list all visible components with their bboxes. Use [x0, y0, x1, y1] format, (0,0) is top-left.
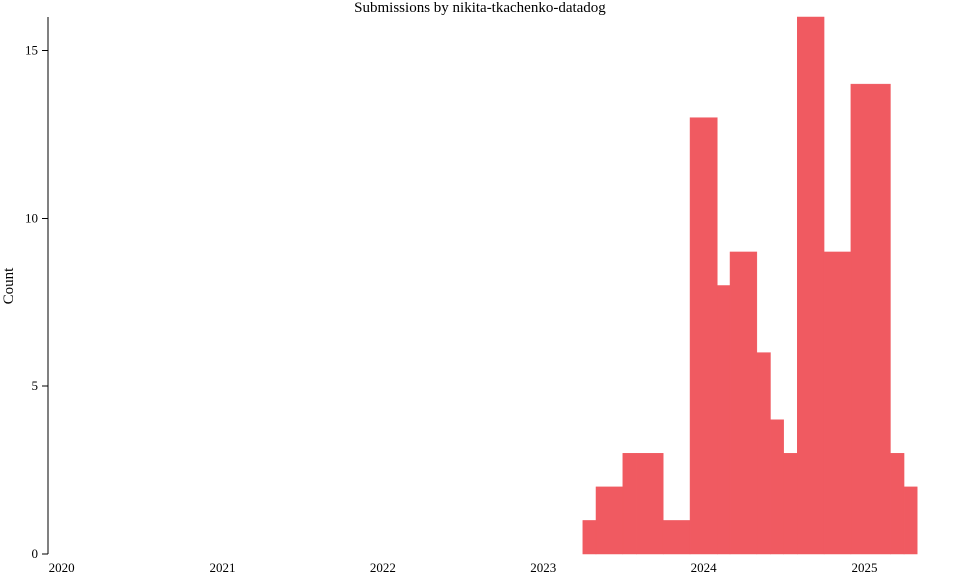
histogram-bar — [770, 419, 784, 555]
x-tick-label: 2025 — [852, 560, 878, 575]
histogram-bar — [903, 486, 918, 555]
histogram-bar — [622, 453, 637, 555]
histogram-bar — [783, 453, 798, 555]
y-ticks: 0 5 10 15 — [25, 43, 48, 561]
histogram-bar — [717, 285, 731, 555]
histogram-bar — [689, 117, 718, 555]
y-tick-label: 15 — [25, 43, 38, 58]
chart-title: Submissions by nikita-tkachenko-datadog — [354, 0, 606, 16]
histogram-bar — [636, 453, 664, 555]
x-ticks: 2020 2021 2022 2023 2024 2025 — [49, 560, 878, 575]
histogram-bar — [729, 251, 758, 555]
y-tick-label: 0 — [32, 546, 39, 561]
x-tick-label: 2023 — [530, 560, 556, 575]
histogram-bar — [756, 352, 771, 555]
histogram-bar — [595, 486, 624, 555]
x-tick-label: 2024 — [691, 560, 718, 575]
histogram-bar — [850, 83, 891, 555]
y-tick-label: 10 — [25, 210, 38, 225]
y-tick-label: 5 — [32, 378, 39, 393]
y-axis-label: Count — [1, 267, 17, 305]
histogram-bar — [890, 453, 905, 555]
x-tick-label: 2021 — [209, 560, 235, 575]
x-tick-label: 2022 — [370, 560, 396, 575]
histogram-bar — [797, 16, 825, 555]
histogram-bar — [582, 520, 597, 555]
x-tick-label: 2020 — [49, 560, 75, 575]
bars — [582, 16, 918, 555]
histogram-bar — [662, 520, 691, 555]
histogram-bar — [823, 251, 852, 555]
